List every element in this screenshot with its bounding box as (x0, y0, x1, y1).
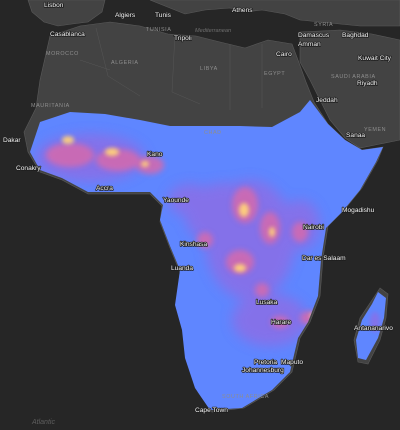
label-algiers: Algiers (115, 12, 136, 19)
label-daressalaam: Dar es Salaam (302, 255, 346, 262)
label-morocco: MOROCCO (46, 51, 79, 57)
label-maputo: Maputo (281, 359, 303, 366)
label-pretoria: Pretoria (254, 359, 277, 366)
label-lusaka: Lusaka (256, 299, 278, 306)
label-kuwait: Kuwait City (358, 55, 392, 62)
label-conakry: Conakry (16, 165, 41, 172)
europe-east-landmass (149, 0, 400, 27)
arabian-peninsula (299, 29, 400, 149)
label-mauritania: MAURITANIA (31, 103, 70, 109)
label-accra: Accra (96, 185, 113, 192)
label-baghdad: Baghdad (342, 32, 369, 39)
label-luanda: Luanda (171, 265, 193, 272)
label-jeddah: Jeddah (316, 97, 338, 104)
label-cairo: Cairo (276, 51, 292, 58)
map-labels: Lisbon Algiers Tunis Athens Casablanca T… (2, 1, 394, 426)
label-chad: CHAD (204, 130, 222, 136)
label-nairobi: Nairobi (303, 224, 324, 231)
label-amman: Amman (298, 41, 321, 48)
label-mediterranean: Mediterranean (195, 28, 231, 34)
iberia-landmass (27, 0, 106, 27)
label-yemen: YEMEN (364, 127, 386, 133)
label-lisbon: Lisbon (44, 2, 64, 9)
label-algeria: ALGERIA (111, 60, 139, 66)
label-syria: SYRIA (314, 22, 333, 28)
label-mogadishu: Mogadishu (342, 207, 375, 214)
label-harare: Harare (271, 319, 291, 326)
madagascar-density (356, 292, 386, 360)
label-capetown: Cape Town (195, 407, 228, 414)
label-dakar: Dakar (3, 137, 21, 144)
label-atlantic: Atlantic (31, 419, 55, 426)
label-yaounde: Yaounde (163, 197, 189, 204)
label-southafrica: SOUTH AFRICA (222, 394, 269, 400)
label-kano: Kano (147, 151, 163, 158)
label-libya: LIBYA (200, 66, 218, 72)
label-athens: Athens (232, 7, 253, 14)
label-tunis: Tunis (155, 12, 172, 19)
label-egypt: EGYPT (264, 71, 285, 77)
label-damascus: Damascus (298, 32, 330, 39)
label-tunisia: TUNISIA (146, 27, 171, 33)
label-johannesburg: Johannesburg (242, 367, 284, 374)
label-sanaa: Sanaa (346, 132, 365, 139)
label-antananarivo: Antananarivo (354, 325, 393, 332)
label-kinshasa: Kinshasa (180, 241, 207, 248)
label-saudi: SAUDI ARABIA (331, 74, 376, 80)
label-riyadh: Riyadh (357, 80, 378, 87)
label-tripoli: Tripoli (174, 35, 192, 42)
label-casablanca: Casablanca (50, 31, 85, 38)
